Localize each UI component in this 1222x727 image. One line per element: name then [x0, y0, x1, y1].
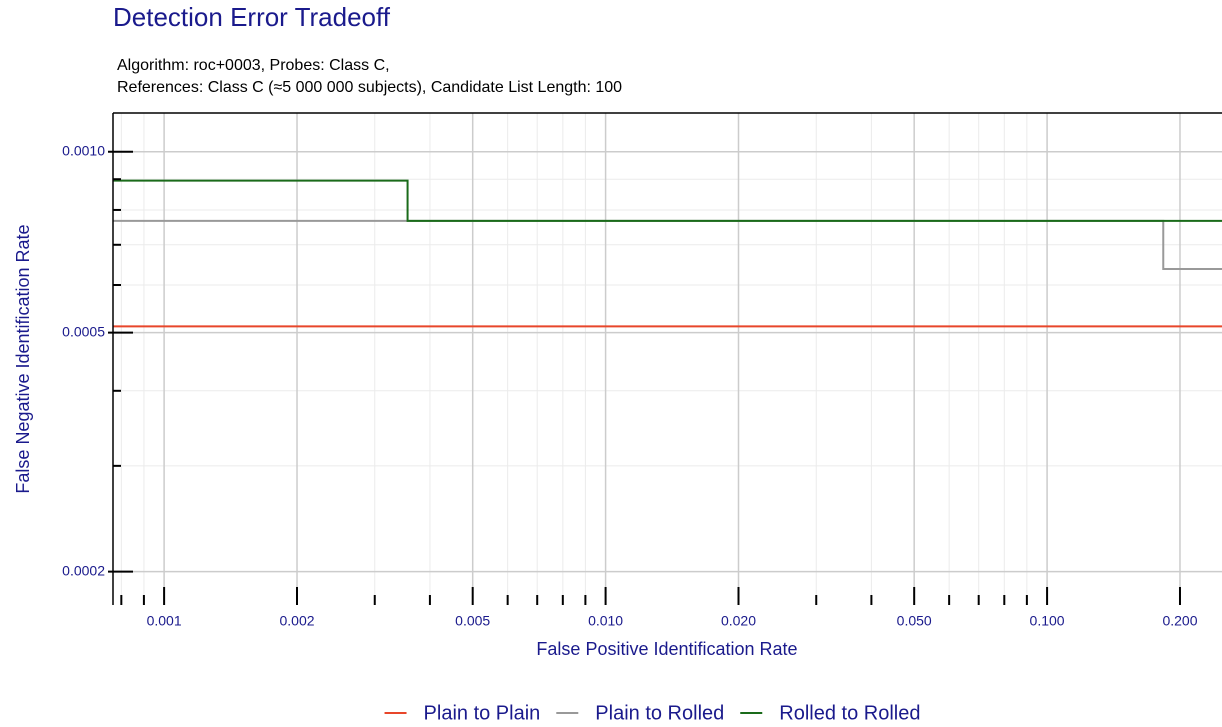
x-tick-label: 0.050 — [897, 613, 932, 629]
y-tick-label: 0.0005 — [62, 323, 105, 339]
grid — [113, 113, 1222, 605]
legend-item: Rolled to Rolled — [740, 702, 920, 724]
axes: 0.001 0.002 0.005 0.010 0.020 0.050 0.100 0.200… — [62, 112, 1222, 629]
series-line — [113, 179, 1222, 222]
x-tick-label: 0.001 — [147, 613, 182, 629]
x-tick-label: 0.010 — [588, 613, 623, 629]
legend: Plain to Plain Plain to Rolled Rolled to R… — [384, 702, 920, 724]
y-tick-label: 0.0010 — [62, 142, 105, 158]
x-tick-label: 0.100 — [1030, 613, 1065, 629]
x-tick-label: 0.200 — [1162, 613, 1197, 629]
legend-item: Plain to Rolled — [556, 702, 724, 724]
legend-item: Plain to Plain — [384, 702, 541, 724]
x-tick-label: 0.005 — [455, 613, 490, 629]
chart-subtitle: Algorithm: roc+0003, Probes: Class C, — [117, 57, 390, 74]
x-tick-label: 0.020 — [721, 613, 756, 629]
legend-label: Rolled to Rolled — [779, 702, 920, 724]
x-tick-label: 0.002 — [279, 613, 314, 629]
chart-subtitle: References: Class C (≈5 000 000 subjects… — [117, 79, 622, 96]
y-axis-label: False Negative Identification Rate — [13, 224, 33, 493]
legend-label: Plain to Rolled — [595, 702, 724, 724]
chart-title: Detection Error Tradeoff — [113, 2, 391, 32]
plot-lines — [113, 179, 1222, 328]
x-axis-label: False Positive Identification Rate — [536, 639, 797, 659]
y-tick-label: 0.0002 — [62, 562, 105, 578]
legend-label: Plain to Plain — [424, 702, 541, 724]
